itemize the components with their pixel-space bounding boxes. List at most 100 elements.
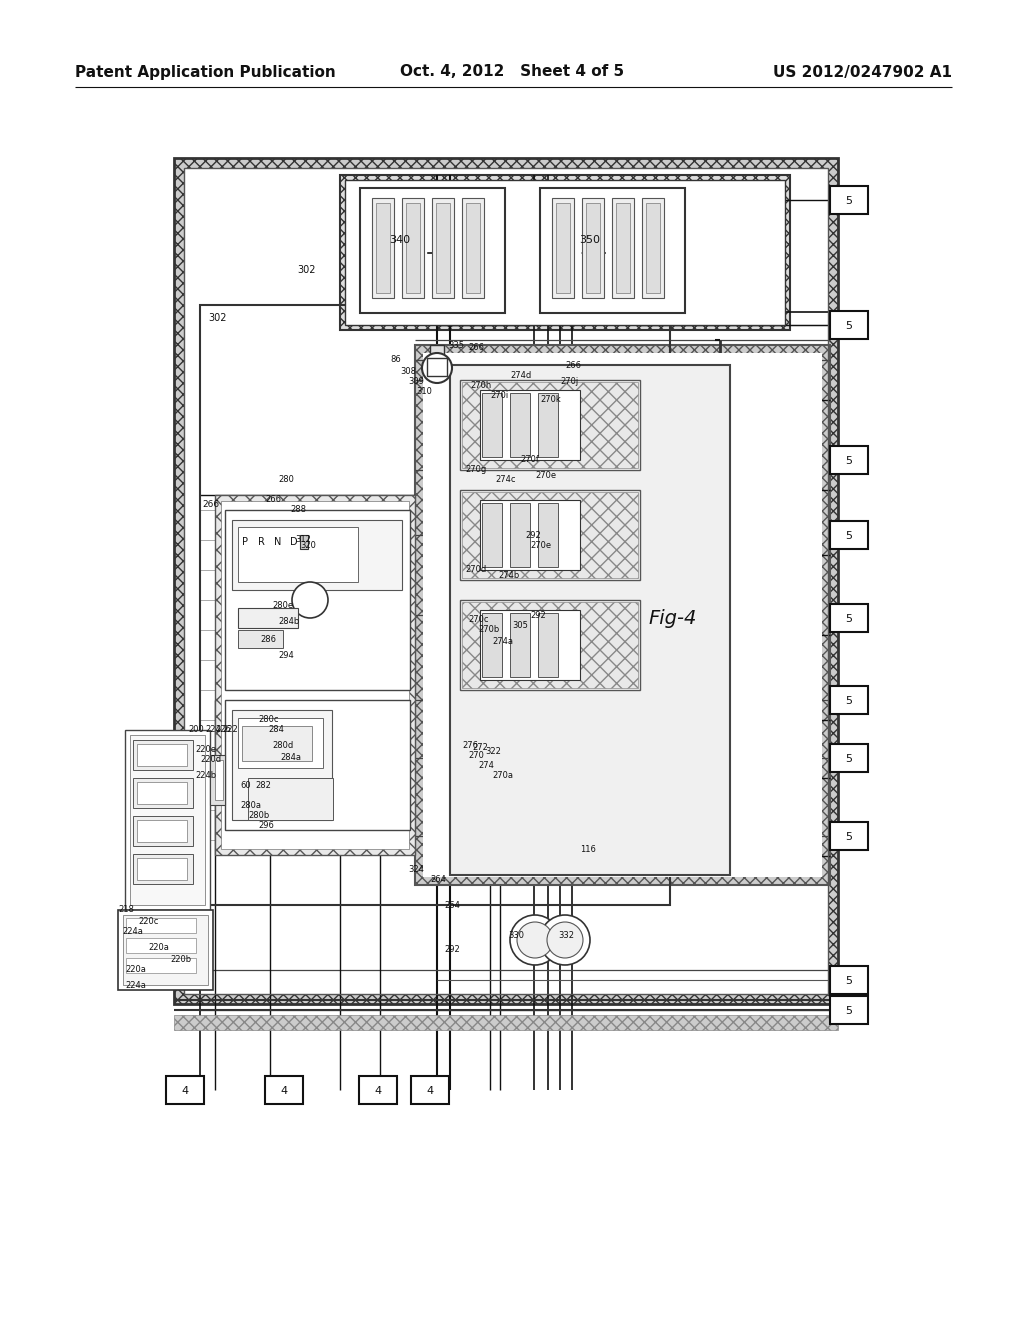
Text: 266: 266 — [468, 343, 484, 352]
Text: 335: 335 — [449, 341, 464, 350]
Text: 284b: 284b — [278, 618, 299, 627]
Bar — [137, 744, 187, 766]
Bar — [538, 393, 558, 457]
Text: 270i: 270i — [490, 391, 508, 400]
Text: 5: 5 — [846, 754, 853, 764]
Text: 272: 272 — [472, 743, 487, 752]
Text: 270: 270 — [468, 751, 484, 759]
Text: 264: 264 — [430, 875, 445, 884]
Bar — [830, 312, 868, 339]
Bar — [130, 735, 205, 906]
Bar — [359, 1076, 397, 1104]
Text: 280e: 280e — [272, 601, 293, 610]
Bar — [830, 744, 868, 772]
Text: 276: 276 — [462, 741, 478, 750]
Bar — [125, 730, 210, 909]
Bar — [137, 820, 187, 842]
Text: 302: 302 — [208, 313, 226, 323]
Bar — [480, 610, 580, 680]
Text: Oct. 4, 2012   Sheet 4 of 5: Oct. 4, 2012 Sheet 4 of 5 — [400, 65, 624, 79]
Bar — [225, 700, 410, 830]
Text: 220a: 220a — [148, 944, 169, 953]
Text: 224a: 224a — [125, 981, 145, 990]
Bar — [482, 393, 502, 457]
Circle shape — [510, 915, 560, 965]
Bar — [184, 168, 828, 994]
Text: P: P — [242, 537, 248, 546]
Text: 200: 200 — [188, 726, 204, 734]
Bar — [830, 521, 868, 549]
Text: 4: 4 — [181, 1086, 188, 1096]
Bar — [430, 345, 444, 363]
Text: 5: 5 — [846, 832, 853, 842]
Bar — [436, 203, 450, 293]
Text: 270b: 270b — [478, 626, 500, 635]
Text: 270e: 270e — [535, 470, 556, 479]
Text: 286: 286 — [260, 635, 276, 644]
Text: 274d: 274d — [510, 371, 531, 380]
Bar — [248, 777, 333, 820]
Text: 266: 266 — [565, 360, 581, 370]
Text: 332: 332 — [558, 931, 574, 940]
Text: 270d: 270d — [465, 565, 486, 574]
Text: 220b: 220b — [170, 956, 191, 965]
Bar — [830, 997, 868, 1024]
Text: 270j: 270j — [560, 378, 579, 387]
Text: 224: 224 — [205, 726, 221, 734]
Text: 270a: 270a — [492, 771, 513, 780]
Bar — [221, 502, 409, 849]
Text: 312: 312 — [295, 536, 311, 544]
Text: 266: 266 — [202, 500, 219, 510]
Bar — [242, 726, 312, 762]
Text: 280b: 280b — [248, 810, 269, 820]
Text: 280c: 280c — [258, 715, 279, 725]
Text: 270f: 270f — [520, 455, 539, 465]
Bar — [556, 203, 570, 293]
Bar — [462, 198, 484, 298]
Bar — [830, 966, 868, 994]
Bar — [510, 612, 530, 677]
Bar — [360, 187, 505, 313]
Bar — [480, 389, 580, 459]
Text: 270h: 270h — [470, 380, 492, 389]
Bar — [184, 168, 828, 994]
Circle shape — [292, 582, 328, 618]
Text: 309: 309 — [408, 378, 424, 387]
Text: 60: 60 — [240, 780, 251, 789]
Bar — [406, 203, 420, 293]
Text: 5: 5 — [846, 975, 853, 986]
Text: 270g: 270g — [465, 466, 486, 474]
Text: 274c: 274c — [495, 475, 515, 484]
Text: 308: 308 — [400, 367, 416, 376]
Bar — [830, 605, 868, 632]
Bar — [510, 503, 530, 568]
Text: 5: 5 — [846, 696, 853, 706]
Bar — [460, 490, 640, 579]
Bar — [462, 492, 638, 578]
Text: Fig-4: Fig-4 — [648, 609, 696, 627]
Text: 292: 292 — [530, 610, 546, 619]
Circle shape — [517, 921, 553, 958]
Text: N: N — [274, 537, 282, 546]
Text: Patent Application Publication: Patent Application Publication — [75, 65, 336, 79]
Bar — [118, 909, 213, 990]
Text: 305: 305 — [512, 620, 528, 630]
Bar — [340, 176, 790, 330]
Bar — [376, 203, 390, 293]
Bar — [137, 858, 187, 880]
Bar — [133, 854, 193, 884]
Text: 224b: 224b — [195, 771, 216, 780]
Bar — [174, 158, 838, 1005]
Bar — [538, 612, 558, 677]
Text: 284: 284 — [268, 726, 284, 734]
Text: 288: 288 — [290, 506, 306, 515]
Text: 218: 218 — [118, 906, 134, 915]
Bar — [174, 1015, 838, 1030]
Bar — [133, 816, 193, 846]
Text: 5: 5 — [846, 321, 853, 331]
Text: 220d: 220d — [200, 755, 221, 764]
Bar — [133, 741, 193, 770]
Text: 220a: 220a — [125, 965, 145, 974]
Text: 5: 5 — [846, 195, 853, 206]
Text: 5: 5 — [846, 614, 853, 624]
